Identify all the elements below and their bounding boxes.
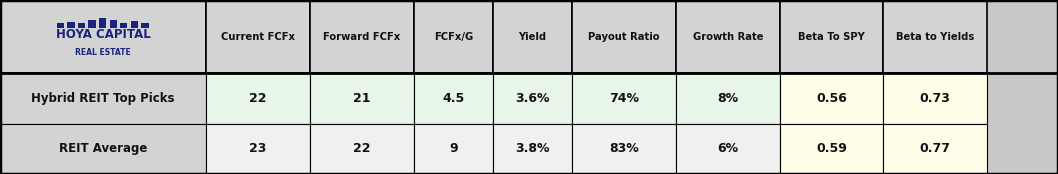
- Text: Current FCFx: Current FCFx: [221, 31, 295, 42]
- FancyBboxPatch shape: [883, 73, 987, 124]
- FancyBboxPatch shape: [310, 0, 414, 73]
- FancyBboxPatch shape: [206, 0, 310, 73]
- Text: 9: 9: [449, 142, 458, 155]
- FancyBboxPatch shape: [780, 0, 883, 73]
- Text: Growth Rate: Growth Rate: [693, 31, 763, 42]
- Text: Forward FCFx: Forward FCFx: [323, 31, 401, 42]
- FancyBboxPatch shape: [68, 22, 75, 28]
- Text: Beta To SPY: Beta To SPY: [798, 31, 865, 42]
- FancyBboxPatch shape: [0, 124, 206, 174]
- FancyBboxPatch shape: [414, 124, 493, 174]
- FancyBboxPatch shape: [414, 0, 493, 73]
- FancyBboxPatch shape: [493, 73, 572, 124]
- FancyBboxPatch shape: [0, 73, 206, 124]
- Text: REIT Average: REIT Average: [59, 142, 147, 155]
- FancyBboxPatch shape: [676, 0, 780, 73]
- Text: FCFx/G: FCFx/G: [434, 31, 473, 42]
- Text: Yield: Yield: [518, 31, 547, 42]
- Text: Hybrid REIT Top Picks: Hybrid REIT Top Picks: [32, 92, 175, 105]
- Text: Payout Ratio: Payout Ratio: [588, 31, 660, 42]
- Text: 4.5: 4.5: [442, 92, 464, 105]
- FancyBboxPatch shape: [493, 124, 572, 174]
- Text: 23: 23: [250, 142, 267, 155]
- Text: HOYA CAPITAL: HOYA CAPITAL: [56, 28, 150, 41]
- FancyBboxPatch shape: [142, 23, 148, 28]
- FancyBboxPatch shape: [883, 124, 987, 174]
- FancyBboxPatch shape: [676, 124, 780, 174]
- FancyBboxPatch shape: [89, 20, 96, 28]
- FancyBboxPatch shape: [572, 0, 676, 73]
- Text: 0.59: 0.59: [816, 142, 847, 155]
- FancyBboxPatch shape: [78, 23, 86, 28]
- FancyBboxPatch shape: [780, 73, 883, 124]
- FancyBboxPatch shape: [99, 18, 106, 28]
- FancyBboxPatch shape: [57, 23, 65, 28]
- Text: 0.56: 0.56: [816, 92, 847, 105]
- Text: 3.8%: 3.8%: [515, 142, 550, 155]
- FancyBboxPatch shape: [572, 124, 676, 174]
- FancyBboxPatch shape: [572, 73, 676, 124]
- FancyBboxPatch shape: [310, 124, 414, 174]
- Text: 83%: 83%: [609, 142, 639, 155]
- FancyBboxPatch shape: [206, 73, 310, 124]
- Text: 6%: 6%: [717, 142, 738, 155]
- FancyBboxPatch shape: [121, 23, 128, 28]
- Text: REAL ESTATE: REAL ESTATE: [75, 48, 131, 57]
- Text: 22: 22: [250, 92, 267, 105]
- FancyBboxPatch shape: [493, 0, 572, 73]
- FancyBboxPatch shape: [310, 73, 414, 124]
- FancyBboxPatch shape: [131, 21, 139, 28]
- FancyBboxPatch shape: [676, 73, 780, 124]
- Text: 22: 22: [353, 142, 370, 155]
- Text: 74%: 74%: [609, 92, 639, 105]
- Text: 8%: 8%: [717, 92, 738, 105]
- FancyBboxPatch shape: [110, 20, 117, 28]
- Text: 0.73: 0.73: [919, 92, 951, 105]
- FancyBboxPatch shape: [206, 124, 310, 174]
- Text: 3.6%: 3.6%: [515, 92, 550, 105]
- FancyBboxPatch shape: [883, 0, 987, 73]
- Text: 21: 21: [353, 92, 370, 105]
- FancyBboxPatch shape: [0, 0, 206, 73]
- FancyBboxPatch shape: [414, 73, 493, 124]
- Text: Beta to Yields: Beta to Yields: [896, 31, 974, 42]
- FancyBboxPatch shape: [780, 124, 883, 174]
- Text: 0.77: 0.77: [919, 142, 951, 155]
